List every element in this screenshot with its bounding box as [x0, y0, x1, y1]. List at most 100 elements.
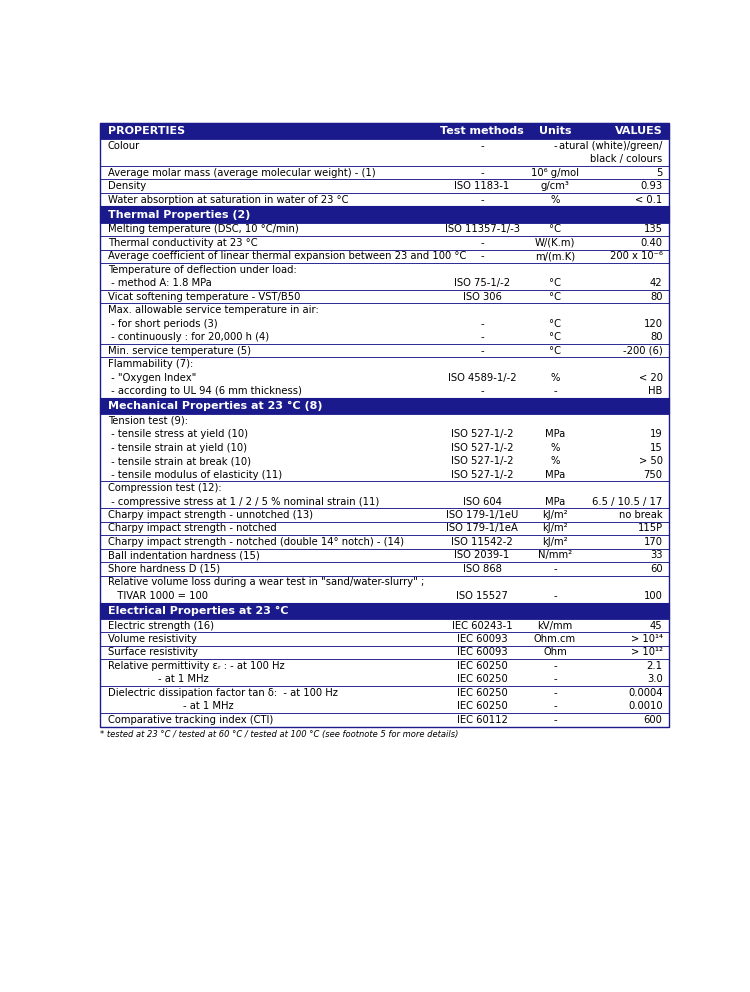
Text: m/(m.K): m/(m.K)	[535, 251, 575, 261]
Text: Max. allowable service temperature in air:: Max. allowable service temperature in ai…	[108, 306, 319, 315]
Text: -: -	[480, 386, 484, 396]
Text: ISO 11542-2: ISO 11542-2	[452, 537, 513, 547]
Text: - for short periods (3): - for short periods (3)	[108, 318, 218, 328]
Text: Flammability (7):: Flammability (7):	[108, 359, 193, 369]
Bar	[100, 481, 669, 508]
Text: IEC 60250: IEC 60250	[457, 701, 508, 711]
Text: 135: 135	[644, 224, 662, 234]
Text: %: %	[550, 442, 560, 452]
Bar	[100, 180, 669, 193]
Text: Dielectric dissipation factor tan δ:  - at 100 Hz: Dielectric dissipation factor tan δ: - a…	[108, 687, 338, 698]
Text: no break: no break	[619, 510, 662, 520]
Text: ISO 4589-1/-2: ISO 4589-1/-2	[448, 373, 516, 383]
Bar	[100, 660, 669, 686]
Text: - tensile strain at break (10): - tensile strain at break (10)	[108, 456, 250, 466]
Bar	[100, 263, 669, 290]
Text: 5: 5	[656, 168, 662, 178]
Text: Surface resistivity: Surface resistivity	[108, 648, 197, 658]
Text: Compression test (12):: Compression test (12):	[108, 483, 221, 493]
Bar	[100, 290, 669, 304]
Text: black / colours: black / colours	[590, 155, 662, 165]
Text: 2.1: 2.1	[646, 661, 662, 671]
Bar	[100, 206, 669, 222]
Text: IEC 60250: IEC 60250	[457, 687, 508, 698]
Text: Vicat softening temperature - VST/B50: Vicat softening temperature - VST/B50	[108, 292, 300, 302]
Text: 3.0: 3.0	[646, 675, 662, 684]
Bar	[100, 357, 669, 398]
Text: * tested at 23 °C / tested at 60 °C / tested at 100 °C (see footnote 5 for more : * tested at 23 °C / tested at 60 °C / te…	[100, 730, 458, 739]
Text: Relative permittivity εᵣ : - at 100 Hz: Relative permittivity εᵣ : - at 100 Hz	[108, 661, 284, 671]
Bar	[100, 414, 669, 481]
Text: 115P: 115P	[638, 524, 662, 534]
Text: IEC 60243-1: IEC 60243-1	[452, 621, 512, 631]
Text: °C: °C	[549, 224, 561, 234]
Text: Charpy impact strength - notched (double 14° notch) - (14): Charpy impact strength - notched (double…	[108, 537, 404, 547]
Text: 15: 15	[650, 442, 662, 452]
Text: 0.0010: 0.0010	[628, 701, 662, 711]
Bar	[100, 619, 669, 632]
Text: Volume resistivity: Volume resistivity	[108, 634, 196, 644]
Bar	[100, 602, 669, 619]
Text: W/(K.m): W/(K.m)	[535, 238, 575, 248]
Text: - tensile stress at yield (10): - tensile stress at yield (10)	[108, 430, 248, 439]
Text: - continuously : for 20,000 h (4): - continuously : for 20,000 h (4)	[108, 332, 268, 342]
Bar	[100, 562, 669, 575]
Text: -: -	[480, 332, 484, 342]
Text: -: -	[553, 675, 556, 684]
Text: ISO 868: ISO 868	[463, 563, 502, 574]
Text: g/cm³: g/cm³	[541, 182, 569, 191]
Text: -: -	[480, 251, 484, 261]
Text: 33: 33	[650, 551, 662, 560]
Text: - method A: 1.8 MPa: - method A: 1.8 MPa	[108, 278, 211, 289]
Bar	[100, 686, 669, 713]
Bar	[100, 250, 669, 263]
Text: -: -	[480, 345, 484, 355]
Text: kV/mm: kV/mm	[537, 621, 572, 631]
Bar	[100, 236, 669, 250]
Text: %: %	[550, 194, 560, 204]
Text: 750: 750	[644, 469, 662, 479]
Bar	[100, 123, 669, 139]
Text: IEC 60250: IEC 60250	[457, 675, 508, 684]
Text: Ohm: Ohm	[543, 648, 567, 658]
Text: HB: HB	[648, 386, 662, 396]
Text: °C: °C	[549, 318, 561, 328]
Text: Ball indentation hardness (15): Ball indentation hardness (15)	[108, 551, 260, 560]
Text: 120: 120	[644, 318, 662, 328]
Text: %: %	[550, 456, 560, 466]
Text: ISO 527-1/-2: ISO 527-1/-2	[451, 456, 513, 466]
Bar	[100, 713, 669, 726]
Bar	[100, 222, 669, 236]
Text: °C: °C	[549, 332, 561, 342]
Text: ISO 15527: ISO 15527	[456, 591, 508, 601]
Text: Min. service temperature (5): Min. service temperature (5)	[108, 345, 250, 355]
Text: 200 x 10⁻⁶: 200 x 10⁻⁶	[610, 251, 662, 261]
Text: -: -	[553, 701, 556, 711]
Text: 19: 19	[650, 430, 662, 439]
Text: kJ/m²: kJ/m²	[542, 510, 568, 520]
Bar	[100, 193, 669, 206]
Text: -: -	[553, 661, 556, 671]
Text: ISO 527-1/-2: ISO 527-1/-2	[451, 442, 513, 452]
Bar	[100, 344, 669, 357]
Text: < 20: < 20	[638, 373, 662, 383]
Bar	[100, 536, 669, 549]
Text: Relative volume loss during a wear test in "sand/water-slurry" ;: Relative volume loss during a wear test …	[108, 577, 424, 587]
Bar	[100, 139, 669, 166]
Text: IEC 60112: IEC 60112	[457, 715, 508, 725]
Text: Electric strength (16): Electric strength (16)	[108, 621, 214, 631]
Text: > 10¹²: > 10¹²	[631, 648, 662, 658]
Bar	[100, 166, 669, 180]
Bar	[100, 646, 669, 660]
Text: 0.93: 0.93	[640, 182, 662, 191]
Text: 45: 45	[650, 621, 662, 631]
Text: ISO 306: ISO 306	[463, 292, 502, 302]
Bar	[100, 632, 669, 646]
Text: IEC 60093: IEC 60093	[457, 648, 507, 658]
Text: atural (white)/green/: atural (white)/green/	[560, 141, 662, 151]
Text: 80: 80	[650, 292, 662, 302]
Text: - tensile strain at yield (10): - tensile strain at yield (10)	[108, 442, 247, 452]
Text: -: -	[480, 168, 484, 178]
Text: Water absorption at saturation in water of 23 °C: Water absorption at saturation in water …	[108, 194, 348, 204]
Text: - compressive stress at 1 / 2 / 5 % nominal strain (11): - compressive stress at 1 / 2 / 5 % nomi…	[108, 497, 379, 507]
